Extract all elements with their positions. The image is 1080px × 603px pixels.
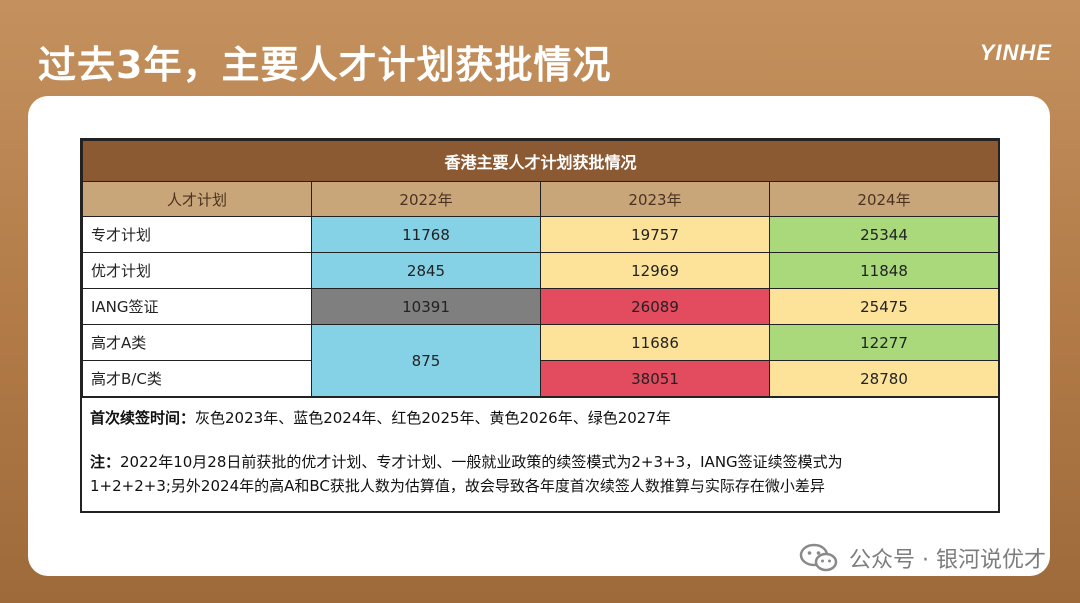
wechat-icon bbox=[799, 543, 838, 572]
note-line-1: 注：2022年10月28日前获批的优才计划、专才计划、一般就业政策的续签模式为2… bbox=[90, 450, 990, 474]
header-2022: 2022年 bbox=[311, 181, 541, 217]
header-2024: 2024年 bbox=[768, 181, 1000, 217]
note-line-2: 1+2+2+3;另外2024年的高A和BC获批人数为估算值，故会导致各年度首次续… bbox=[90, 477, 825, 495]
cell-2024: 25475 bbox=[768, 288, 1000, 325]
table-row: IANG签证 10391 26089 25475 bbox=[82, 288, 1000, 325]
row-name: IANG签证 bbox=[82, 288, 312, 325]
cell-2024: 28780 bbox=[768, 360, 1000, 397]
cell-2023: 19757 bbox=[540, 216, 770, 253]
cell-2024: 11848 bbox=[768, 252, 1000, 289]
cell-2024: 25344 bbox=[768, 216, 1000, 253]
row-name: 专才计划 bbox=[82, 216, 312, 253]
renewal-line: 首次续签时间：灰色2023年、蓝色2024年、红色2025年、黄色2026年、绿… bbox=[90, 406, 990, 430]
cell-2022: 2845 bbox=[311, 252, 541, 289]
renewal-text: 灰色2023年、蓝色2024年、红色2025年、黄色2026年、绿色2027年 bbox=[195, 409, 671, 427]
watermark-text: 公众号 · 银河说优才 bbox=[849, 548, 1046, 573]
cell-2022-merged: 875 bbox=[311, 324, 541, 397]
header-2023: 2023年 bbox=[540, 181, 770, 217]
cell-2023: 38051 bbox=[540, 360, 770, 397]
row-name: 高才A类 bbox=[82, 324, 312, 361]
header-program: 人才计划 bbox=[82, 181, 312, 217]
row-name: 优才计划 bbox=[82, 252, 312, 289]
notes-section: 首次续签时间：灰色2023年、蓝色2024年、红色2025年、黄色2026年、绿… bbox=[82, 397, 998, 511]
talent-table: 香港主要人才计划获批情况 人才计划 2022年 2023年 2024年 专才计划… bbox=[80, 138, 1000, 513]
table-caption: 香港主要人才计划获批情况 bbox=[81, 140, 1000, 182]
renewal-label: 首次续签时间： bbox=[90, 409, 196, 427]
note-label: 注： bbox=[90, 453, 121, 471]
table-row: 优才计划 2845 12969 11848 bbox=[82, 252, 1000, 289]
cell-2023: 11686 bbox=[540, 324, 770, 361]
note-text-1: 2022年10月28日前获批的优才计划、专才计划、一般就业政策的续签模式为2+3… bbox=[120, 453, 843, 471]
table-row: 高才A类 875 11686 12277 bbox=[82, 324, 1000, 397]
watermark: 公众号 · 银河说优才 bbox=[799, 542, 1046, 574]
page-title: 过去3年，主要人才计划获批情况 bbox=[38, 43, 612, 87]
brand-logo: YINHE bbox=[979, 40, 1052, 65]
cell-2022: 11768 bbox=[311, 216, 541, 253]
cell-2023: 26089 bbox=[540, 288, 770, 325]
table-row: 专才计划 11768 19757 25344 bbox=[82, 216, 1000, 253]
cell-2022: 10391 bbox=[311, 288, 541, 325]
cell-2024: 12277 bbox=[768, 324, 1000, 361]
table-row: 高才B/C类 38051 28780 bbox=[82, 360, 1000, 397]
row-name: 高才B/C类 bbox=[82, 360, 312, 397]
cell-2023: 12969 bbox=[540, 252, 770, 289]
